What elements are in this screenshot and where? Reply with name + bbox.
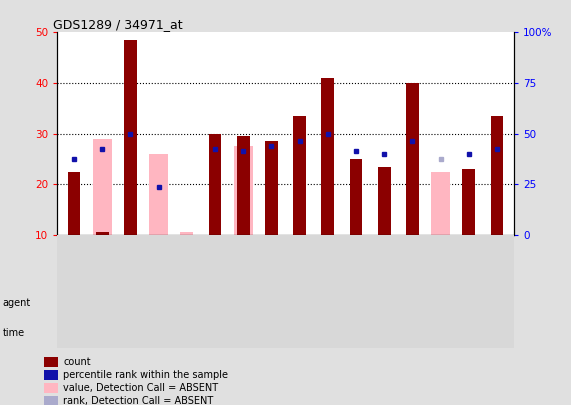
Bar — [44, 356, 58, 367]
Bar — [399, 288, 511, 318]
Bar — [313, 318, 342, 348]
Text: GDS1289 / 34971_at: GDS1289 / 34971_at — [53, 18, 182, 31]
Text: GSM47315: GSM47315 — [412, 237, 421, 279]
Text: agent: agent — [3, 298, 31, 308]
Bar — [60, 318, 116, 348]
Bar — [172, 318, 229, 348]
Bar — [265, 141, 278, 235]
Bar — [44, 396, 58, 405]
Bar — [370, 318, 399, 348]
Text: GSM47313: GSM47313 — [356, 237, 365, 279]
Text: GSM47311: GSM47311 — [300, 237, 308, 279]
Text: control: control — [157, 298, 188, 307]
Text: 1 h: 1 h — [293, 328, 305, 338]
Bar — [93, 139, 112, 235]
Text: 1 h: 1 h — [407, 328, 419, 338]
Text: GSM47310: GSM47310 — [271, 237, 280, 279]
Text: 4 h: 4 h — [435, 328, 447, 338]
Text: GSM47312: GSM47312 — [328, 237, 337, 279]
Bar — [431, 172, 450, 235]
Text: GSM47320: GSM47320 — [497, 237, 506, 279]
Bar — [116, 318, 172, 348]
Bar — [286, 318, 313, 348]
Text: GSM47305: GSM47305 — [130, 237, 139, 279]
Text: GSM47307: GSM47307 — [187, 237, 196, 279]
Text: GSM47308: GSM47308 — [215, 237, 224, 279]
Bar — [237, 136, 250, 235]
Bar — [229, 318, 286, 348]
Bar — [349, 159, 363, 235]
Text: percentile rank within the sample: percentile rank within the sample — [63, 370, 228, 380]
Text: GSM47302: GSM47302 — [74, 237, 83, 279]
Text: count: count — [63, 357, 91, 367]
Bar — [342, 318, 370, 348]
Bar — [321, 78, 334, 235]
Text: 48 h: 48 h — [489, 328, 505, 338]
Bar — [427, 318, 455, 348]
Text: value, Detection Call = ABSENT: value, Detection Call = ABSENT — [63, 383, 219, 393]
Text: 48 h: 48 h — [376, 328, 393, 338]
Text: 24 h: 24 h — [348, 328, 364, 338]
Text: 1 h: 1 h — [82, 328, 94, 338]
Text: time: time — [3, 328, 25, 338]
Bar — [490, 116, 503, 235]
Bar — [60, 288, 286, 318]
Bar — [434, 172, 447, 235]
Text: TNFalpha and
parthenolide: TNFalpha and parthenolide — [424, 293, 485, 312]
Text: GSM47309: GSM47309 — [243, 237, 252, 279]
Text: 4 h: 4 h — [138, 328, 151, 338]
Bar — [124, 40, 137, 235]
Bar — [180, 232, 193, 235]
Bar — [149, 154, 168, 235]
Text: GSM47314: GSM47314 — [384, 237, 393, 279]
Bar — [293, 116, 306, 235]
Bar — [152, 232, 165, 235]
Text: GSM47316: GSM47316 — [441, 237, 449, 279]
Text: 4 h: 4 h — [321, 328, 334, 338]
Bar — [399, 318, 427, 348]
Text: 48 h: 48 h — [249, 328, 266, 338]
Text: 24 h: 24 h — [192, 328, 210, 338]
Text: rank, Detection Call = ABSENT: rank, Detection Call = ABSENT — [63, 396, 214, 405]
Bar — [44, 370, 58, 380]
Bar — [406, 83, 419, 235]
Text: GSM47304: GSM47304 — [102, 237, 111, 279]
Bar — [463, 169, 475, 235]
Bar — [208, 134, 222, 235]
Bar — [44, 383, 58, 393]
Bar — [455, 318, 483, 348]
Bar — [96, 232, 108, 235]
Bar — [483, 318, 511, 348]
Bar — [286, 288, 399, 318]
Bar — [234, 146, 253, 235]
Text: 24 h: 24 h — [460, 328, 477, 338]
Bar — [68, 172, 81, 235]
Text: TNFalpha: TNFalpha — [321, 298, 363, 307]
Text: GSM47306: GSM47306 — [159, 237, 168, 279]
Text: GSM47318: GSM47318 — [469, 237, 478, 279]
Bar — [378, 166, 391, 235]
